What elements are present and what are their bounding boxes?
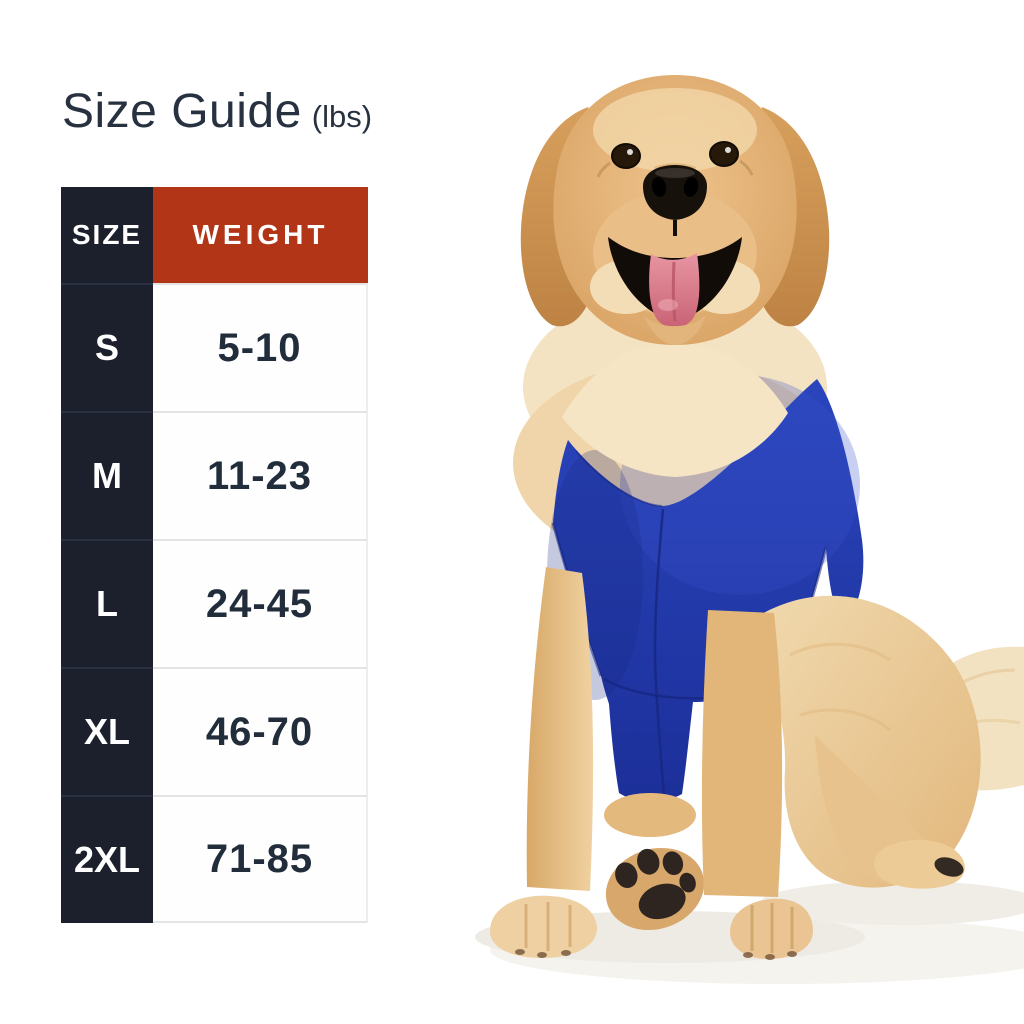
- dog-head: [520, 75, 830, 345]
- size-cell: S: [61, 283, 153, 411]
- size-cell: M: [61, 411, 153, 539]
- dog-eyes: [596, 141, 754, 178]
- dog-hind-paw-pads: [605, 847, 705, 931]
- size-cell: XL: [61, 667, 153, 795]
- dog-haunch: [760, 595, 981, 889]
- dog-neck-ruff: [562, 343, 788, 477]
- size-guide-title: Size Guide: [62, 85, 302, 138]
- table-row: S 5-10: [61, 283, 368, 411]
- table-row: 2XL 71-85: [61, 795, 368, 923]
- table-row: M 11-23: [61, 411, 368, 539]
- table-row: L 24-45: [61, 539, 368, 667]
- size-guide-unit: (lbs): [311, 99, 373, 134]
- size-cell: L: [61, 539, 153, 667]
- dog-mouth: [608, 237, 742, 328]
- header-weight-cell: WEIGHT: [153, 187, 368, 283]
- weight-cell: 24-45: [153, 539, 368, 667]
- weight-cell: 11-23: [153, 411, 368, 539]
- table-row: XL 46-70: [61, 667, 368, 795]
- page-title: Size Guide (lbs): [62, 84, 372, 139]
- dog-belly-fur: [604, 793, 696, 837]
- header-size-cell: SIZE: [61, 187, 153, 283]
- weight-cell: 46-70: [153, 667, 368, 795]
- size-cell: 2XL: [61, 795, 153, 923]
- dog-nose: [643, 165, 707, 236]
- size-guide-table: SIZE WEIGHT S 5-10 M 11-23 L 24-45 XL 46…: [61, 187, 368, 923]
- dog-front-legs: [490, 567, 813, 960]
- dog-photo: [475, 75, 1024, 984]
- weight-cell: 71-85: [153, 795, 368, 923]
- weight-cell: 5-10: [153, 283, 368, 411]
- table-header-row: SIZE WEIGHT: [61, 187, 368, 283]
